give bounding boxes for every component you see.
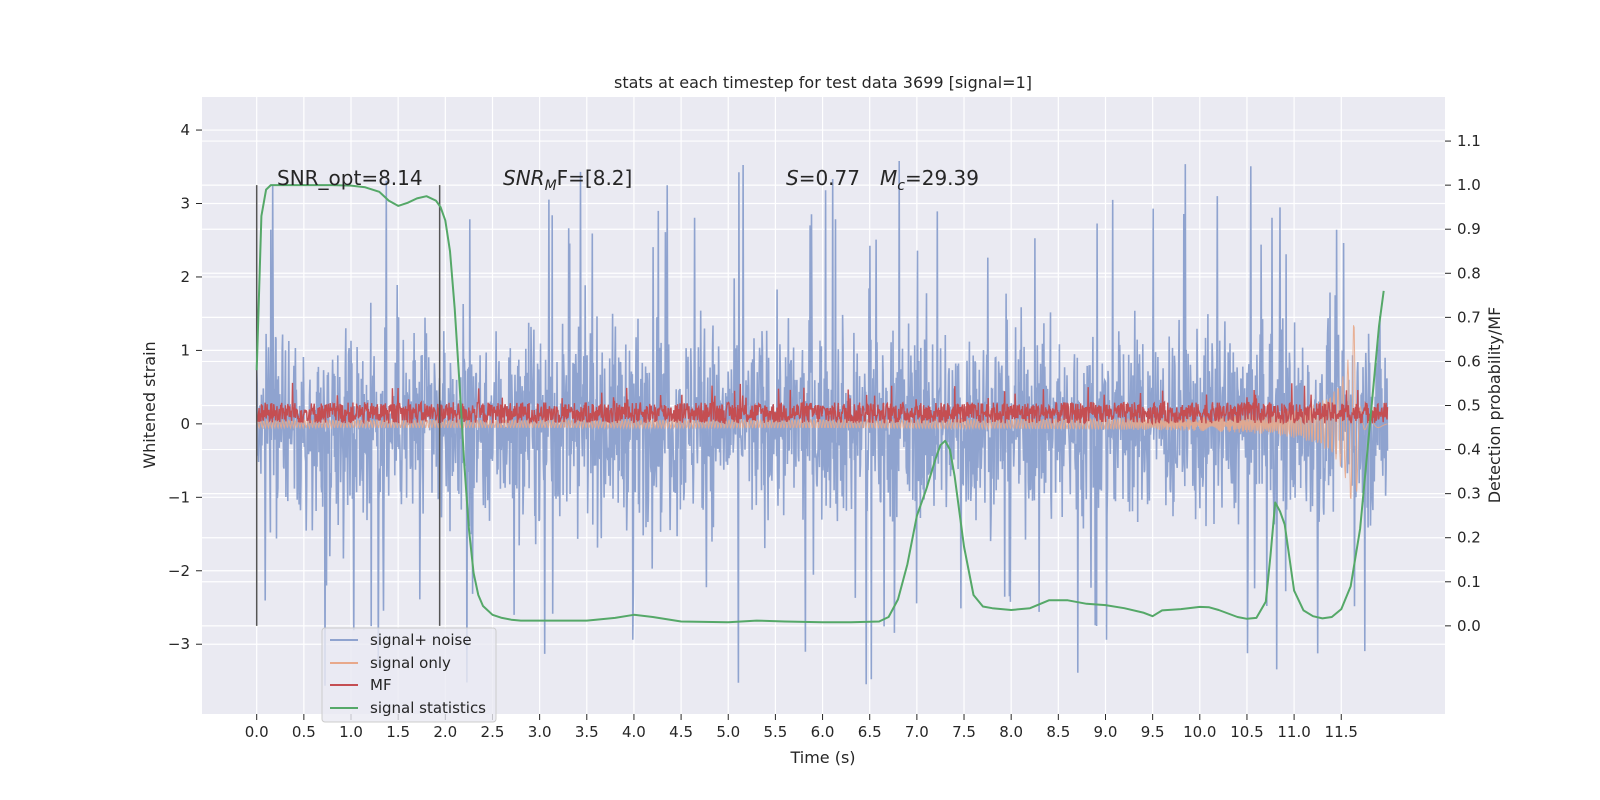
- signal-only-line: [256, 325, 1388, 499]
- x-tick-label: 11.0: [1277, 723, 1310, 741]
- x-tick-label: 5.0: [716, 723, 740, 741]
- y-axis-right-label: Detection probability/MF: [1485, 307, 1504, 504]
- legend-label-signal-noise: signal+ noise: [370, 631, 472, 649]
- y-left-tick-label: −3: [168, 635, 190, 653]
- y-axis-left-ticks: 4 3 2 1 0 −1 −2 −3: [168, 121, 202, 653]
- x-tick-label: 1.0: [339, 723, 363, 741]
- s-value: =0.77: [799, 166, 860, 190]
- window-markers: [255, 185, 441, 626]
- x-tick-label: 0.5: [292, 723, 316, 741]
- y-right-tick-label: 0.8: [1457, 264, 1481, 282]
- mc-value: =29.39: [905, 166, 979, 190]
- x-axis-label: Time (s): [789, 748, 855, 767]
- chart-title: stats at each timestep for test data 369…: [614, 73, 1032, 92]
- snr-mf-name: SNR: [503, 166, 545, 190]
- signal-only-series: [256, 325, 1388, 499]
- mf-line: [256, 382, 1389, 426]
- signal-noise-line: [255, 160, 1389, 686]
- y-right-tick-label: 0.1: [1457, 573, 1481, 591]
- y-axis-right-ticks: 1.1 1.0 0.9 0.8 0.7 0.6 0.5 0.4 0.3 0.2 0.1 0.0: [1445, 132, 1481, 635]
- x-tick-label: 8.5: [1046, 723, 1070, 741]
- y-right-tick-label: 1.0: [1457, 176, 1481, 194]
- snr-opt-annotation: SNR_opt=8.14: [277, 166, 423, 190]
- y-axis-left-label: Whitened strain: [140, 341, 159, 468]
- x-tick-label: 3.5: [575, 723, 599, 741]
- x-tick-label: 4.5: [669, 723, 693, 741]
- x-tick-label: 10.0: [1183, 723, 1216, 741]
- y-left-tick-label: −1: [168, 488, 190, 506]
- mc-name: M: [880, 166, 897, 190]
- x-tick-label: 11.5: [1325, 723, 1358, 741]
- y-right-tick-label: 0.3: [1457, 485, 1481, 503]
- y-left-tick-label: 3: [180, 195, 190, 213]
- mc-annotation: Mc=29.39: [880, 166, 979, 194]
- signal-noise-series: [255, 160, 1389, 686]
- y-left-tick-label: 2: [180, 268, 190, 286]
- x-tick-label: 9.0: [1094, 723, 1118, 741]
- y-right-tick-label: 0.7: [1457, 308, 1481, 326]
- x-tick-label: 7.5: [952, 723, 976, 741]
- s-name: S: [786, 166, 799, 190]
- y-left-tick-label: −2: [168, 562, 190, 580]
- x-tick-label: 1.5: [386, 723, 410, 741]
- s-annotation: S=0.77: [786, 166, 860, 190]
- signal-statistics-line: [255, 184, 1385, 624]
- x-tick-label: 9.5: [1141, 723, 1165, 741]
- x-tick-label: 10.5: [1230, 723, 1263, 741]
- legend-label-signal-statistics: signal statistics: [370, 699, 486, 717]
- legend-label-mf: MF: [370, 676, 392, 694]
- legend-box: [321, 627, 497, 723]
- x-tick-label: 2.0: [433, 723, 457, 741]
- y-left-tick-label: 0: [180, 415, 190, 433]
- signal-statistics-series: [255, 184, 1385, 624]
- legend: signal+ noise signal only MF signal stat…: [321, 627, 497, 723]
- y-right-tick-label: 0.5: [1457, 397, 1481, 415]
- x-tick-label: 6.0: [811, 723, 835, 741]
- snr-mf-subscript: M: [545, 178, 557, 194]
- x-tick-label: 4.0: [622, 723, 646, 741]
- x-tick-label: 6.5: [858, 723, 882, 741]
- y-right-tick-label: 0.9: [1457, 220, 1481, 238]
- x-tick-label: 0.0: [245, 723, 269, 741]
- snr-mf-annotation: SNRMF=[8.2]: [503, 166, 632, 194]
- x-tick-label: 8.0: [999, 723, 1023, 741]
- x-tick-label: 3.0: [528, 723, 552, 741]
- y-right-tick-label: 0.0: [1457, 617, 1481, 635]
- y-right-tick-label: 0.4: [1457, 441, 1481, 459]
- y-left-tick-label: 4: [180, 121, 190, 139]
- y-right-tick-label: 0.6: [1457, 352, 1481, 370]
- y-right-tick-label: 1.1: [1457, 132, 1481, 150]
- mf-series: [256, 382, 1389, 426]
- snr-mf-value: F=[8.2]: [557, 166, 633, 190]
- y-left-tick-label: 1: [180, 341, 190, 359]
- mc-subscript: c: [897, 178, 905, 194]
- x-tick-label: 2.5: [481, 723, 505, 741]
- x-axis-ticks: 0.0 0.5 1.0 1.5 2.0 2.5 3.0 3.5 4.0 4.5 5.0 5.5 6.0 6…: [245, 714, 1358, 741]
- x-tick-label: 5.5: [763, 723, 787, 741]
- x-tick-label: 7.0: [905, 723, 929, 741]
- legend-label-signal-only: signal only: [370, 654, 451, 672]
- y-right-tick-label: 0.2: [1457, 529, 1481, 547]
